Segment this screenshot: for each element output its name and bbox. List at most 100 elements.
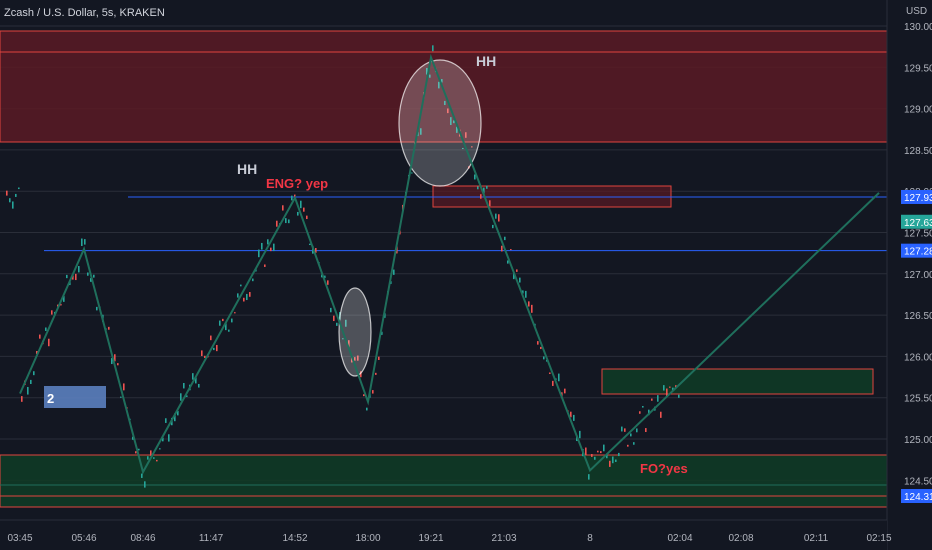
candle <box>63 296 65 302</box>
candle <box>513 272 515 280</box>
candle <box>471 146 473 148</box>
candle <box>330 307 332 313</box>
candle <box>45 327 47 331</box>
candle <box>123 383 125 391</box>
y-tick-label: 127.50 <box>904 229 932 240</box>
candle <box>432 45 434 52</box>
candle <box>90 278 92 282</box>
candle <box>486 185 488 189</box>
candle <box>516 269 518 272</box>
time-axis[interactable] <box>0 520 887 550</box>
candle <box>609 460 611 467</box>
candle <box>210 335 212 341</box>
candle <box>168 434 170 442</box>
candle <box>540 346 542 350</box>
candle <box>615 459 617 462</box>
candle <box>39 334 41 339</box>
candle <box>72 275 74 280</box>
candle <box>108 326 110 330</box>
candle <box>543 356 545 360</box>
candle <box>348 340 350 348</box>
candle <box>669 386 671 388</box>
annotation-label: HH <box>237 161 257 177</box>
candle <box>507 260 509 264</box>
x-tick-label: 02:04 <box>667 533 692 544</box>
zigzag-line[interactable] <box>19 53 880 475</box>
candle <box>639 411 641 414</box>
candle <box>30 379 32 385</box>
candle <box>375 372 377 375</box>
candle <box>465 132 467 138</box>
candle <box>243 297 245 302</box>
candle <box>450 117 452 126</box>
candle <box>528 301 530 307</box>
currency-label: USD <box>906 6 927 17</box>
candle <box>183 382 185 389</box>
candle <box>132 436 134 440</box>
candle <box>462 147 464 150</box>
candle <box>354 357 356 361</box>
candle <box>342 338 344 340</box>
candle <box>477 186 479 190</box>
candle <box>663 385 665 391</box>
support-zone[interactable] <box>0 454 888 508</box>
candle <box>522 290 524 294</box>
candle <box>519 277 521 283</box>
y-tick-label: 124.50 <box>904 476 932 487</box>
candle <box>474 174 476 180</box>
candle <box>633 442 635 445</box>
candle <box>87 272 89 276</box>
demand-box[interactable] <box>601 368 874 395</box>
candle <box>12 201 14 209</box>
price-axis[interactable] <box>887 0 932 550</box>
candle <box>150 450 152 456</box>
highlight-ellipse[interactable] <box>398 59 482 187</box>
candle <box>648 409 650 416</box>
candle <box>492 224 494 229</box>
candle <box>324 275 326 279</box>
candle <box>570 411 572 418</box>
candle <box>411 172 413 174</box>
highlight-ellipse[interactable] <box>338 287 372 377</box>
candle <box>195 376 197 384</box>
resistance-zone[interactable] <box>0 30 888 143</box>
candle <box>552 380 554 386</box>
candle <box>351 357 353 363</box>
price-badge <box>901 214 932 229</box>
candle <box>657 395 659 402</box>
candle <box>249 292 251 297</box>
candle <box>285 218 287 224</box>
candle <box>276 220 278 227</box>
annotation-label: HH <box>476 53 496 69</box>
candle <box>579 430 581 439</box>
candle <box>498 214 500 222</box>
candle <box>495 213 497 219</box>
candle <box>510 249 512 251</box>
candle <box>15 193 17 197</box>
candle <box>660 411 662 418</box>
candle <box>678 394 680 398</box>
candle <box>264 264 266 267</box>
candle <box>621 426 623 432</box>
price-badge-label: 124.31 <box>904 492 932 503</box>
candle <box>360 371 362 378</box>
price-badge-label: 127.28 <box>904 247 932 258</box>
price-badge <box>901 488 932 503</box>
candle <box>378 356 380 361</box>
candle <box>228 329 230 332</box>
candle <box>120 396 122 398</box>
count-box[interactable] <box>44 386 106 408</box>
candle <box>612 456 614 464</box>
candle <box>357 355 359 361</box>
candle <box>618 452 620 457</box>
y-tick-label: 126.50 <box>904 311 932 322</box>
candle <box>606 453 608 459</box>
y-tick-label: 125.00 <box>904 435 932 446</box>
candle <box>666 388 668 397</box>
candle <box>138 448 140 451</box>
candle <box>291 195 293 201</box>
candle <box>594 456 596 460</box>
candle <box>672 387 674 392</box>
candle <box>441 79 443 83</box>
